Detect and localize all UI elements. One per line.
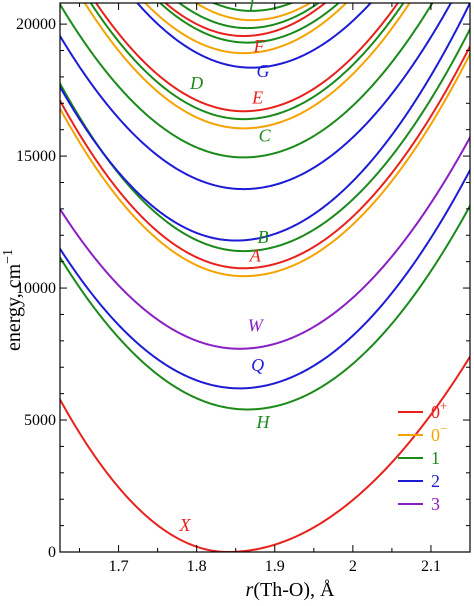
y-tick-label: 20000 [16, 16, 56, 33]
y-tick-label: 5000 [24, 412, 56, 429]
state-label-I: I [247, 0, 255, 15]
curves-layer [60, 3, 470, 552]
y-axis-label-exponent: −1 [1, 249, 16, 264]
state-label-Q: Q [251, 355, 264, 375]
curve-0--18 [194, 3, 313, 22]
y-tick-label: 0 [48, 544, 56, 561]
state-label-W: W [248, 316, 265, 336]
curve-1-9 [60, 3, 434, 159]
legend-label-0-: 0− [431, 421, 447, 445]
curve-1-15 [158, 3, 341, 44]
x-tick-label: 1.9 [265, 558, 285, 575]
curve-0+-16 [163, 3, 327, 37]
legend-label-3: 3 [431, 494, 440, 514]
state-label-C: C [259, 126, 272, 146]
y-axis-label: energy, cm−1 [1, 249, 25, 351]
state-label-H: H [256, 412, 271, 432]
y-tick-label: 15000 [16, 148, 56, 165]
legend-label-1: 1 [431, 448, 440, 468]
curve-1-1 [60, 203, 470, 411]
x-tick-label: 2.1 [421, 558, 441, 575]
state-label-B: B [258, 227, 269, 247]
plot-frame [59, 2, 471, 553]
curve-0+-0 [60, 354, 470, 552]
state-label-G: G [257, 61, 270, 81]
x-axis-label: r(Th-O), Å [246, 579, 335, 601]
legend-label-0+: 0+ [431, 398, 447, 422]
curve-0+-12 [94, 3, 400, 113]
x-axis-label-rest: (Th-O), Å [253, 579, 335, 601]
state-label-D: D [189, 73, 203, 93]
legend-label-2: 2 [431, 471, 440, 491]
curve-1-17 [177, 3, 321, 30]
legend: 0+0− 1 2 3 [398, 398, 447, 514]
curve-0--10 [83, 3, 411, 130]
state-label-F: F [253, 36, 266, 56]
curve-0--14 [143, 3, 348, 55]
state-label-E: E [251, 87, 263, 107]
x-axis-label-var: r [246, 579, 254, 601]
ticks-layer: 1.7 1.8 1.9 2 2.1 0 5000 10000 15000 20000 [16, 3, 471, 575]
x-tick-label: 1.7 [109, 558, 129, 575]
curve-0+-5 [60, 44, 470, 270]
annotation-layer: X H QW AB CE D GF I [178, 0, 271, 535]
curve-1-19 [211, 3, 294, 12]
curve-0--4 [60, 51, 470, 278]
state-label-X: X [178, 515, 191, 535]
curve-2-8 [60, 3, 453, 191]
curve-3-3 [60, 135, 470, 350]
curve-2-2 [60, 167, 470, 390]
curve-2-7 [60, 3, 470, 242]
state-label-A: A [249, 246, 262, 266]
curve-1-11 [89, 3, 405, 121]
curve-2-13 [136, 3, 372, 69]
x-tick-label: 2 [349, 558, 357, 575]
y-tick-label: 10000 [16, 280, 56, 297]
x-tick-label: 1.8 [187, 558, 207, 575]
y-axis-label-text: energy, cm [3, 263, 25, 351]
